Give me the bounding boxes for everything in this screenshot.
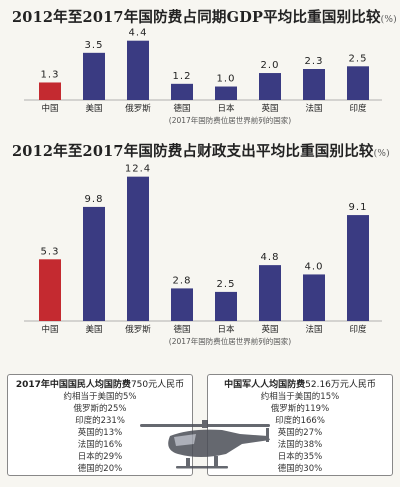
per-capita-soldier-title: 中国军人人均国防费52.16万元人民币 [208,377,392,390]
bar [215,291,237,321]
value-label: 4.8 [261,252,280,263]
chart1-unit: (%) [380,15,397,25]
value-label: 1.3 [41,69,60,80]
category-label: 法国 [305,324,322,335]
category-label: 俄罗斯 [125,324,151,335]
bar [347,66,369,100]
box-right-line: 德国的30% [277,464,323,474]
box-left-line: 约相当于美国的5% [63,392,137,402]
category-label: 德国 [173,103,190,114]
category-label: 英国 [261,103,278,114]
box-left-line: 德国的20% [77,464,123,474]
value-label: 12.4 [125,164,151,175]
category-label: 印度 [349,324,367,335]
value-label: 1.2 [173,71,192,82]
value-label: 2.8 [173,275,192,286]
value-label: 1.0 [217,74,236,85]
value-label: 4.0 [305,261,324,272]
category-label: 印度 [349,103,367,114]
category-label: 中国 [41,324,58,335]
value-label: 9.1 [349,202,368,213]
per-capita-citizen-title-value: 750元人民币 [130,380,185,390]
category-label: 美国 [85,103,102,114]
bar [215,86,237,100]
value-label: 4.4 [129,28,148,39]
category-label: 日本 [217,324,235,335]
value-label: 2.5 [349,53,368,64]
box-right-line: 约相当于美国的15% [260,392,340,402]
box-right-line: 印度的166% [275,416,325,426]
bar [347,215,369,321]
category-label: 日本 [217,103,235,114]
fiscal-share-bar-chart: 5.3 中国 9.8 美国 12.4 俄罗斯 2.8 德国 2.5 日本 4.8 英国 4.0 法国 9.1… [24,164,382,346]
chart-note: (2017年国防费位居世界前列的国家) [169,336,292,346]
category-label: 英国 [261,324,278,335]
bar [39,82,61,100]
category-label: 美国 [85,324,102,335]
bar [303,69,325,100]
category-label: 法国 [305,103,322,114]
box-left-line: 印度的231% [75,416,125,426]
bar [127,40,149,100]
value-label: 2.3 [305,56,324,67]
bar [303,274,325,321]
value-label: 2.5 [217,279,236,290]
helicopter-icon [140,420,270,469]
chart-note: (2017年国防费位居世界前列的国家) [169,115,292,125]
per-capita-soldier-title-bold: 中国军人人均国防费 [224,380,306,390]
chart1-title: 2012年至2017年国防费占同期GDP平均比重国别比较(%) [12,6,397,27]
bar [83,206,105,321]
chart2-title: 2012年至2017年国防费占财政支出平均比重国别比较(%) [12,140,390,161]
bar [127,176,149,321]
per-capita-citizen-title: 2017年中国国民人均国防费750元人民币 [8,377,192,390]
box-right-line: 英国的27% [277,428,323,438]
value-label: 5.3 [41,246,60,257]
category-label: 德国 [173,324,190,335]
value-label: 2.0 [261,60,280,71]
box-right-line: 法国的38% [277,440,323,450]
bar [39,259,61,321]
category-label: 俄罗斯 [125,103,151,114]
bar [171,83,193,100]
bar [83,52,105,100]
chart1-title-text: 2012年至2017年国防费占同期GDP平均比重国别比较 [12,9,381,26]
value-label: 9.8 [85,194,104,205]
box-right-line: 俄罗斯的119% [270,404,330,414]
chart2-unit: (%) [373,149,390,159]
per-capita-citizen-title-bold: 2017年中国国民人均国防费 [15,380,131,390]
per-capita-soldier-title-value: 52.16万元人民币 [305,380,376,390]
box-left-line: 英国的13% [77,428,123,438]
category-label: 中国 [41,103,58,114]
bar [259,265,281,321]
bar [171,288,193,321]
bar [259,73,281,100]
chart2-title-text: 2012年至2017年国防费占财政支出平均比重国别比较 [12,143,374,160]
box-left-line: 俄罗斯的25% [73,404,127,414]
box-right-line: 日本的35% [277,452,323,462]
gdp-share-bar-chart: 1.3 中国 3.5 美国 4.4 俄罗斯 1.2 德国 1.0 日本 2.0 英国 2.3 法国 2.5 印… [24,28,382,125]
box-left-line: 法国的16% [77,440,123,450]
value-label: 3.5 [85,40,104,51]
box-left-line: 日本的29% [77,452,123,462]
